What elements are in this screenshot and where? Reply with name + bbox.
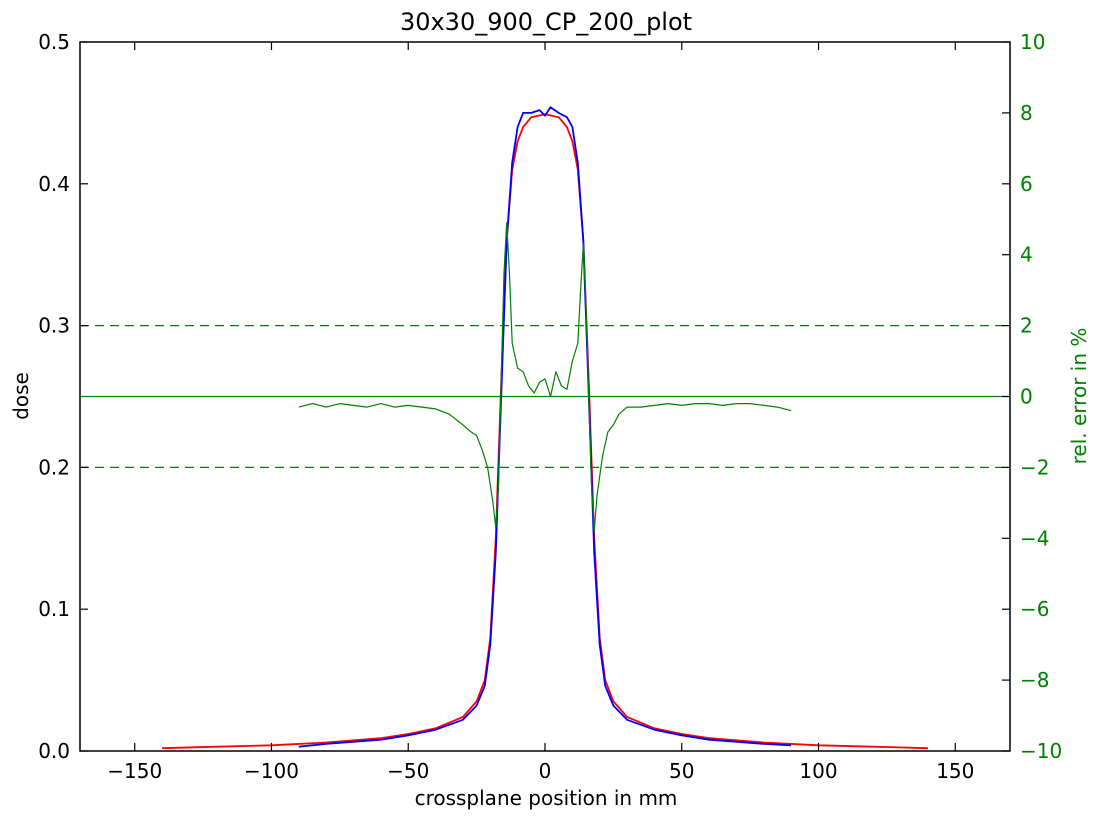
y-tick-label: 0.0 [38, 739, 70, 763]
y2-tick-label: −2 [1020, 455, 1049, 479]
y2-tick-label: 8 [1020, 101, 1033, 125]
x-axis-label: crossplane position in mm [415, 786, 678, 810]
y2-tick-label: 0 [1020, 385, 1033, 409]
y-tick-label: 0.5 [38, 30, 70, 54]
x-tick-label: −150 [107, 759, 162, 783]
y-tick-label: 0.2 [38, 455, 70, 479]
reference-lines [80, 324, 1010, 469]
y2-tick-label: 2 [1020, 314, 1033, 338]
y-tick-label: 0.4 [38, 172, 70, 196]
x-tick-label: 0 [539, 759, 552, 783]
y2-tick-label: 4 [1020, 243, 1033, 267]
y-axis-label: dose [9, 372, 33, 420]
y-axis-left: 0.0 0.1 0.2 0.3 0.4 0.5 [38, 30, 88, 763]
x-tick-label: 150 [936, 759, 974, 783]
series-layer [162, 106, 928, 750]
y2-tick-label: −10 [1020, 739, 1062, 763]
x-tick-label: 50 [669, 759, 694, 783]
series-line-1 [298, 106, 792, 748]
x-axis: −150 −100 −50 0 50 100 150 [107, 42, 974, 783]
y2-tick-label: −6 [1020, 597, 1049, 621]
y2-tick-label: −4 [1020, 526, 1049, 550]
x-tick-label: 100 [799, 759, 837, 783]
y2-tick-label: −8 [1020, 668, 1049, 692]
y2-tick-label: 10 [1020, 30, 1045, 54]
x-tick-label: −50 [387, 759, 429, 783]
y2-tick-label: 6 [1020, 172, 1033, 196]
series-line-2 [298, 222, 792, 532]
chart-title: 30x30_900_CP_200_plot [400, 8, 692, 36]
y2-axis-label: rel. error in % [1067, 328, 1091, 465]
y-tick-label: 0.3 [38, 314, 70, 338]
x-tick-label: −100 [244, 759, 299, 783]
y-tick-label: 0.1 [38, 597, 70, 621]
y-axis-right: −10 −8 −6 −4 −2 0 2 4 6 8 10 [1002, 30, 1062, 763]
